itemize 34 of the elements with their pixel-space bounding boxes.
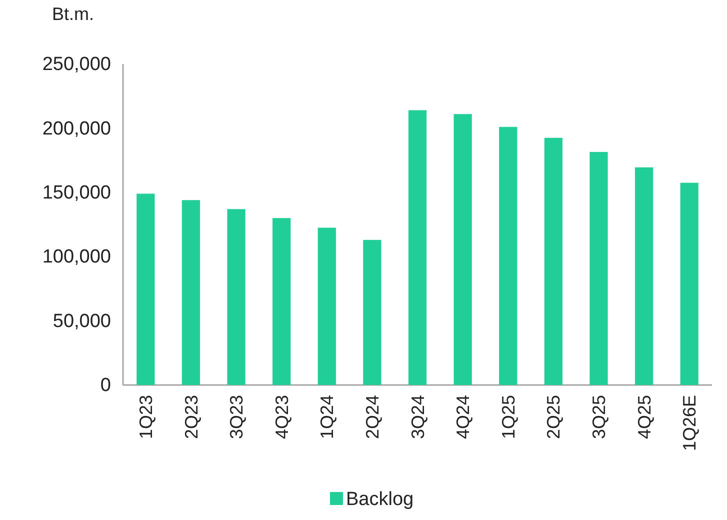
x-tick-label: 2Q25 <box>544 395 564 440</box>
bar <box>182 200 200 385</box>
x-tick-label: 1Q26E <box>680 395 700 452</box>
bar <box>227 209 246 385</box>
bar <box>634 167 654 385</box>
bar <box>544 138 562 385</box>
y-tick-label: 200,000 <box>42 118 111 140</box>
y-tick-label: 50,000 <box>52 310 111 332</box>
x-tick-label: 3Q24 <box>408 395 428 440</box>
legend-label: Backlog <box>346 489 414 510</box>
bar <box>318 228 336 385</box>
x-tick-label: 3Q23 <box>226 395 247 440</box>
x-tick-label: 2Q24 <box>362 395 382 440</box>
bar <box>136 194 155 385</box>
bar <box>499 126 518 385</box>
x-tick-label: 4Q23 <box>272 395 292 440</box>
x-tick-label: 4Q25 <box>634 395 654 440</box>
y-tick-label: 250,000 <box>42 54 111 76</box>
x-tick-label: 1Q24 <box>317 395 338 440</box>
x-tick-label: 3Q25 <box>589 395 610 440</box>
bar <box>680 182 698 385</box>
x-tick-label: 2Q23 <box>181 395 202 440</box>
y-tick-label: 150,000 <box>42 182 111 204</box>
x-tick-label: 4Q24 <box>453 395 474 440</box>
x-tick-label: 1Q23 <box>136 395 156 440</box>
y-axis-title: Bt.m. <box>52 4 94 24</box>
bar <box>454 114 472 385</box>
y-tick-label: 100,000 <box>42 246 111 268</box>
bar <box>408 110 427 385</box>
bar <box>590 152 608 385</box>
bar <box>363 240 382 385</box>
y-tick-label: 0 <box>100 375 111 396</box>
x-tick-label: 1Q25 <box>498 395 518 440</box>
bar <box>272 218 291 385</box>
